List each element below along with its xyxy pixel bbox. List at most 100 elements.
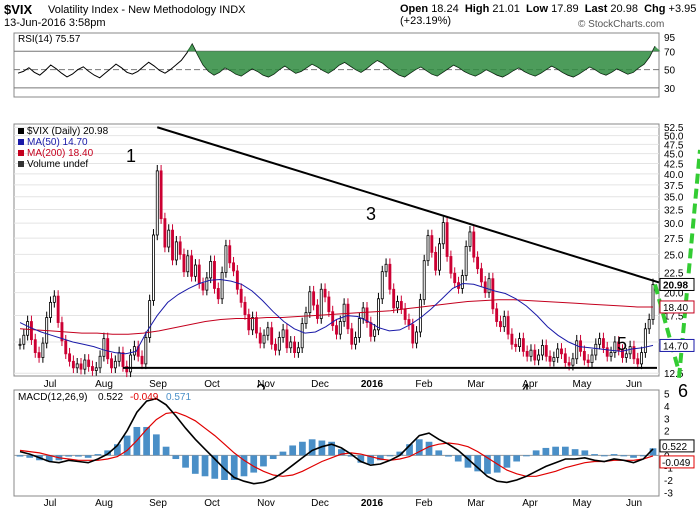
price-xtick-Jun: Jun xyxy=(626,379,642,390)
macd-xtick-Apr: Apr xyxy=(522,498,538,509)
macd-histogram-bar xyxy=(386,455,394,457)
price-candle xyxy=(304,312,308,324)
macd-histogram-bar xyxy=(318,440,326,456)
price-candle xyxy=(346,303,350,330)
price-candle xyxy=(277,337,281,351)
price-candle xyxy=(132,346,136,356)
price-candle xyxy=(323,288,327,298)
macd-xtick-Nov: Nov xyxy=(257,498,275,509)
macd-histogram-bar xyxy=(230,455,238,480)
price-candle xyxy=(178,241,182,255)
macd-xtick-Oct: Oct xyxy=(204,498,220,509)
price-candle xyxy=(418,299,422,333)
macd-histogram-bar xyxy=(474,455,482,472)
price-legend-entry: MA(50) 14.70 xyxy=(27,137,88,148)
macd-tick-4: 4 xyxy=(664,402,670,413)
projection-line-down xyxy=(653,283,681,373)
price-candle xyxy=(319,288,323,319)
price-candle xyxy=(575,340,579,360)
price-candle xyxy=(94,367,98,371)
price-legend-entry: MA(200) 18.40 xyxy=(27,148,94,159)
macd-histogram-bar xyxy=(201,455,209,477)
wave-label-3: 3 xyxy=(366,204,376,224)
price-candle xyxy=(403,308,407,320)
macd-histogram-bar xyxy=(269,455,277,460)
price-tick-37.5: 37.5 xyxy=(664,181,684,192)
macd-tick-5: 5 xyxy=(664,390,670,401)
price-candle xyxy=(91,366,94,371)
price-candle xyxy=(357,318,361,338)
price-candle xyxy=(586,359,590,364)
price-candle xyxy=(594,343,598,356)
price-candle xyxy=(159,170,163,220)
macd-badge-box xyxy=(659,455,695,469)
price-candle xyxy=(514,343,518,348)
price-candle xyxy=(300,323,304,349)
price-candle xyxy=(140,355,144,365)
macd-xtick-Mar: Mar xyxy=(467,498,485,509)
price-candle xyxy=(293,341,296,353)
price-candle xyxy=(216,288,220,300)
price-candle xyxy=(110,358,113,369)
price-candle xyxy=(621,349,624,358)
price-candle xyxy=(495,308,499,322)
macd-histogram-bar xyxy=(406,444,413,456)
price-candle xyxy=(182,254,186,273)
macd-tick--3: -3 xyxy=(664,488,673,499)
price-candle xyxy=(350,328,354,345)
price-candle xyxy=(102,338,106,357)
rsi-legend: RSI(14) 75.57 xyxy=(18,34,81,45)
macd-histogram-bar xyxy=(561,446,569,456)
macd-histogram-bar xyxy=(347,455,355,457)
price-candle xyxy=(647,319,651,330)
macd-signal-line xyxy=(19,411,654,477)
price-candle xyxy=(537,354,541,361)
wave-label-6: 6 xyxy=(678,381,688,401)
price-tick-40.0: 40.0 xyxy=(664,170,684,181)
price-candle xyxy=(228,245,232,264)
macd-panel-frame xyxy=(13,389,660,497)
chg-value: +3.95 (+23.19%) xyxy=(400,3,697,27)
price-candle xyxy=(213,261,216,289)
price-tick-30.0: 30.0 xyxy=(664,219,684,230)
macd-xtick-Jun: Jun xyxy=(626,498,642,509)
price-candle xyxy=(499,321,502,328)
price-candle xyxy=(521,338,525,352)
price-tick-22.5: 22.5 xyxy=(664,268,684,279)
price-candle xyxy=(582,350,586,361)
price-candle xyxy=(354,337,358,345)
price-candle xyxy=(22,334,26,345)
price-candle xyxy=(205,277,209,291)
low-label: Low xyxy=(526,3,549,15)
macd-tick--1: -1 xyxy=(664,464,673,475)
macd-histogram-bar xyxy=(523,455,530,457)
rsi-tick-95: 95 xyxy=(664,33,676,44)
open-label: Open xyxy=(400,3,429,15)
price-candle xyxy=(270,327,274,345)
macd-histogram-bar xyxy=(484,455,491,474)
price-xtick-Apr: Apr xyxy=(522,379,538,390)
price-candle xyxy=(239,288,243,303)
symbol-label: $VIX xyxy=(4,2,33,17)
macd-histogram-bar xyxy=(84,455,92,458)
price-tick-47.5: 47.5 xyxy=(664,140,684,151)
price-candle xyxy=(544,345,548,357)
macd-tick--2: -2 xyxy=(664,476,673,487)
price-tick-52.5: 52.5 xyxy=(664,123,684,134)
macd-histogram-bar xyxy=(649,448,657,456)
macd-histogram-bar xyxy=(376,455,384,461)
macd-legend-hist: 0.571 xyxy=(166,392,191,403)
macd-legend-label: MACD(12,26,9) xyxy=(18,392,87,403)
macd-xtick-Sep: Sep xyxy=(149,498,167,509)
macd-histogram-bar xyxy=(299,441,306,456)
price-candle xyxy=(327,296,331,313)
price-candle xyxy=(396,301,399,309)
price-badge-box xyxy=(659,338,695,352)
price-candle xyxy=(556,348,560,358)
price-candle xyxy=(601,338,605,349)
price-candle xyxy=(487,278,491,294)
price-candle xyxy=(567,362,571,366)
macd-histogram-bar xyxy=(552,446,559,456)
price-candle xyxy=(388,263,392,290)
price-xtick-Dec: Dec xyxy=(311,379,329,390)
